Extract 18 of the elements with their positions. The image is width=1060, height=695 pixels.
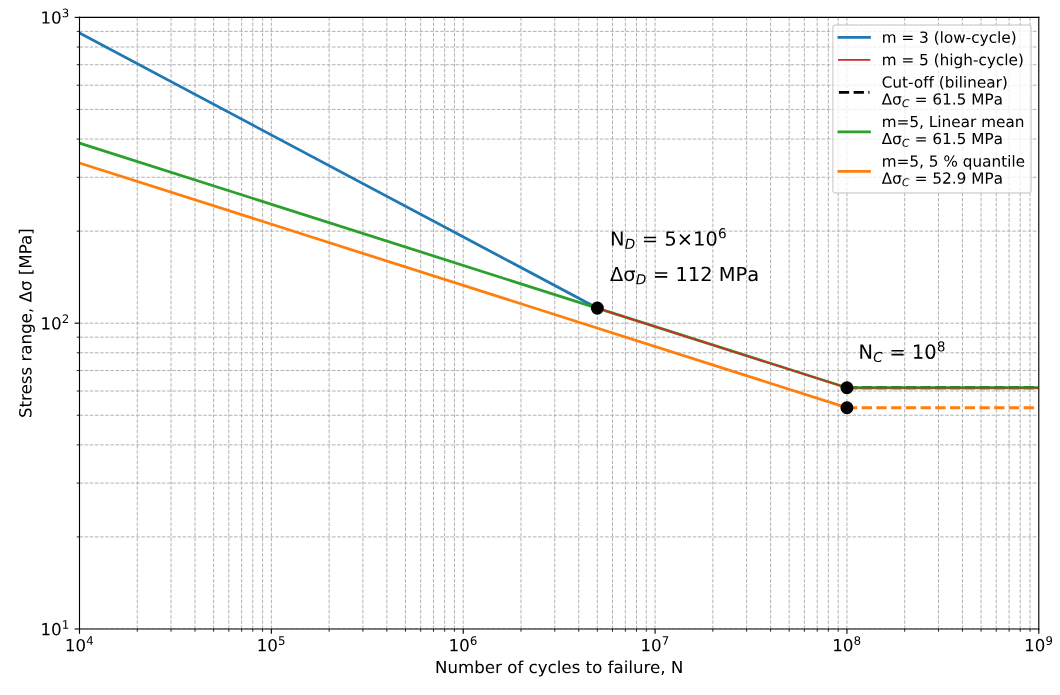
legend-label: m = 5 (high-cycle) xyxy=(883,53,1023,69)
x-tick-label: 10$^{9}$ xyxy=(1025,636,1053,652)
legend-label: m = 3 (low-cycle) xyxy=(883,31,1016,46)
annotation: Δσ$_{D}$ = 112 MPa xyxy=(610,266,758,285)
legend-label: m=5, Linear mean Δσ$_{C}$ = 61.5 MPa xyxy=(881,115,1024,147)
y-tick-label: 10$^{3}$ xyxy=(42,8,69,24)
y-tick-label: 10$^{1}$ xyxy=(42,620,69,636)
x-axis-title: Number of cycles to failure, N xyxy=(436,660,682,677)
y-tick-label: 10$^{2}$ xyxy=(42,314,69,330)
annotation: N$_{C}$ = 10$^{8}$ xyxy=(860,341,945,363)
x-tick-label: 10$^{8}$ xyxy=(834,636,861,652)
x-tick-label: 10$^{4}$ xyxy=(66,636,93,652)
legend-label: m=5, 5 % quantile Δσ$_{C}$ = 52.9 MPa xyxy=(881,155,1025,187)
y-axis-title: Stress range, Δσ [MPa] xyxy=(18,229,35,417)
annotation: N$_{D}$ = 5×10$^{6}$ xyxy=(611,228,726,249)
x-tick-label: 10$^{6}$ xyxy=(450,636,477,652)
x-tick-label: 10$^{7}$ xyxy=(642,636,669,652)
x-tick-label: 10$^{5}$ xyxy=(258,636,285,652)
